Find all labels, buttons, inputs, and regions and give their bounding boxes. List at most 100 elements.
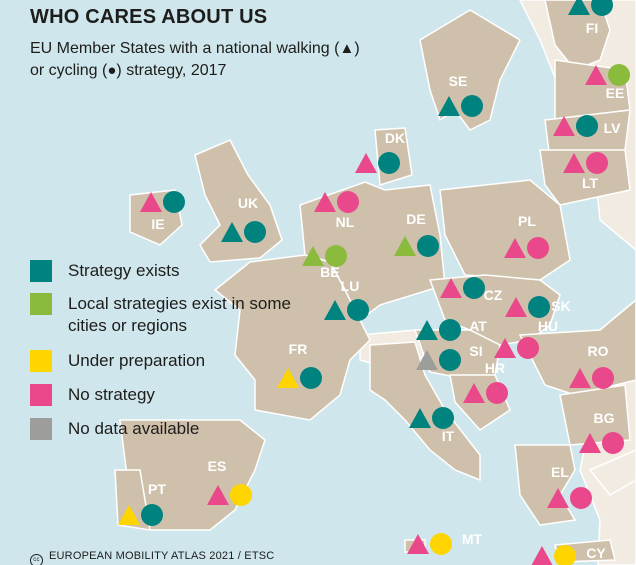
country-label-fi: FI: [586, 20, 598, 36]
walking-marker-hr: [463, 383, 485, 403]
walking-marker-ro: [569, 368, 591, 388]
walking-marker-el: [547, 488, 569, 508]
strategy-markers: [118, 0, 630, 565]
walking-marker-ie: [140, 192, 162, 212]
legend-label: Under preparation: [68, 351, 206, 370]
cycling-marker-lu: [347, 299, 369, 321]
country-label-lt: LT: [582, 175, 599, 191]
walking-marker-cy: [531, 546, 553, 565]
walking-marker-uk: [221, 222, 243, 242]
country-label-it: IT: [442, 428, 455, 444]
map-subtitle: EU Member States with a national walking…: [30, 38, 450, 82]
cycling-marker-es: [230, 484, 252, 506]
country-label-bg: BG: [594, 410, 615, 426]
cycling-marker-lv: [576, 115, 598, 137]
cycling-marker-nl: [337, 191, 359, 213]
legend-label: No strategy: [68, 385, 155, 404]
country-label-ee: EE: [606, 85, 625, 101]
cycling-marker-ee: [608, 64, 630, 86]
country-label-hu: HU: [538, 318, 558, 334]
legend-label: Strategy exists: [68, 261, 180, 280]
cycling-marker-pl: [527, 237, 549, 259]
walking-marker-it: [409, 408, 431, 428]
walking-marker-lt: [563, 153, 585, 173]
country-label-hr: HR: [485, 360, 505, 376]
cycling-marker-se: [461, 95, 483, 117]
walking-marker-cz: [440, 278, 462, 298]
walking-marker-se: [438, 96, 460, 116]
cycling-marker-uk: [244, 221, 266, 243]
country-label-ro: RO: [588, 343, 609, 359]
country-label-at: AT: [469, 318, 487, 334]
cycling-marker-at: [439, 319, 461, 341]
credit-text: EUROPEAN MOBILITY ATLAS 2021 / ETSC: [49, 550, 275, 562]
subtitle-text-4: ) strategy, 2017: [116, 62, 227, 79]
legend-swatch: [30, 384, 52, 406]
legend-item-exists: Strategy exists: [30, 260, 318, 282]
walking-marker-si: [416, 350, 438, 370]
cycling-marker-cy: [554, 545, 576, 565]
cycling-marker-hu: [517, 337, 539, 359]
cycling-marker-de: [417, 235, 439, 257]
walking-marker-de: [394, 236, 416, 256]
cycling-marker-dk: [378, 152, 400, 174]
country-label-cy: CY: [586, 545, 606, 561]
walking-marker-es: [207, 485, 229, 505]
walking-marker-ee: [585, 65, 607, 85]
country-label-dk: DK: [385, 130, 405, 146]
walking-triangle-icon: ▲: [339, 40, 355, 57]
walking-marker-be: [302, 246, 324, 266]
subtitle-text-1: EU Member States with a national walking…: [30, 40, 340, 57]
cycling-marker-fi: [591, 0, 613, 16]
cycling-marker-mt: [430, 533, 452, 555]
walking-marker-mt: [407, 534, 429, 554]
cycling-marker-pt: [141, 504, 163, 526]
country-label-ie: IE: [151, 216, 164, 232]
legend-item-preparation: Under preparation: [30, 350, 318, 372]
country-label-mt: MT: [462, 531, 483, 547]
walking-marker-nl: [314, 192, 336, 212]
country-label-de: DE: [406, 211, 425, 227]
legend-item-none: No strategy: [30, 384, 318, 406]
legend-item-nodata: No data available: [30, 418, 318, 440]
country-label-el: EL: [551, 464, 569, 480]
country-label-se: SE: [449, 73, 468, 89]
country-label-cz: CZ: [484, 287, 503, 303]
creative-commons-icon: cc: [30, 554, 43, 565]
cycling-marker-ie: [163, 191, 185, 213]
country-label-be: BE: [320, 264, 339, 280]
legend-swatch: [30, 418, 52, 440]
country-label-pt: PT: [148, 481, 166, 497]
walking-marker-hu: [494, 338, 516, 358]
legend-item-local: Local strategies exist in some cities or…: [30, 293, 318, 337]
country-label-si: SI: [469, 343, 482, 359]
cycling-marker-el: [570, 487, 592, 509]
country-label-fr: FR: [289, 341, 308, 357]
country-label-lu: LU: [341, 278, 360, 294]
cycling-marker-sk: [528, 296, 550, 318]
country-label-sk: SK: [551, 298, 570, 314]
source-credit: cc EUROPEAN MOBILITY ATLAS 2021 / ETSC: [30, 550, 274, 565]
country-label-uk: UK: [238, 195, 258, 211]
country-label-lv: LV: [604, 120, 622, 136]
country-label-pl: PL: [518, 213, 536, 229]
walking-marker-pt: [118, 505, 140, 525]
cycling-marker-bg: [602, 432, 624, 454]
walking-marker-sk: [505, 297, 527, 317]
legend-swatch: [30, 350, 52, 372]
cycling-marker-lt: [586, 152, 608, 174]
walking-marker-lv: [553, 116, 575, 136]
legend-label: No data available: [68, 419, 200, 438]
country-label-es: ES: [208, 458, 227, 474]
cycling-marker-hr: [486, 382, 508, 404]
cycling-marker-cz: [463, 277, 485, 299]
subtitle-text-2: ): [354, 40, 360, 57]
walking-marker-bg: [579, 433, 601, 453]
map-title: WHO CARES ABOUT US: [30, 6, 268, 28]
legend-label: Local strategies exist in some cities or…: [68, 294, 291, 335]
subtitle-text-3: or cycling (: [30, 62, 108, 79]
walking-marker-pl: [504, 238, 526, 258]
